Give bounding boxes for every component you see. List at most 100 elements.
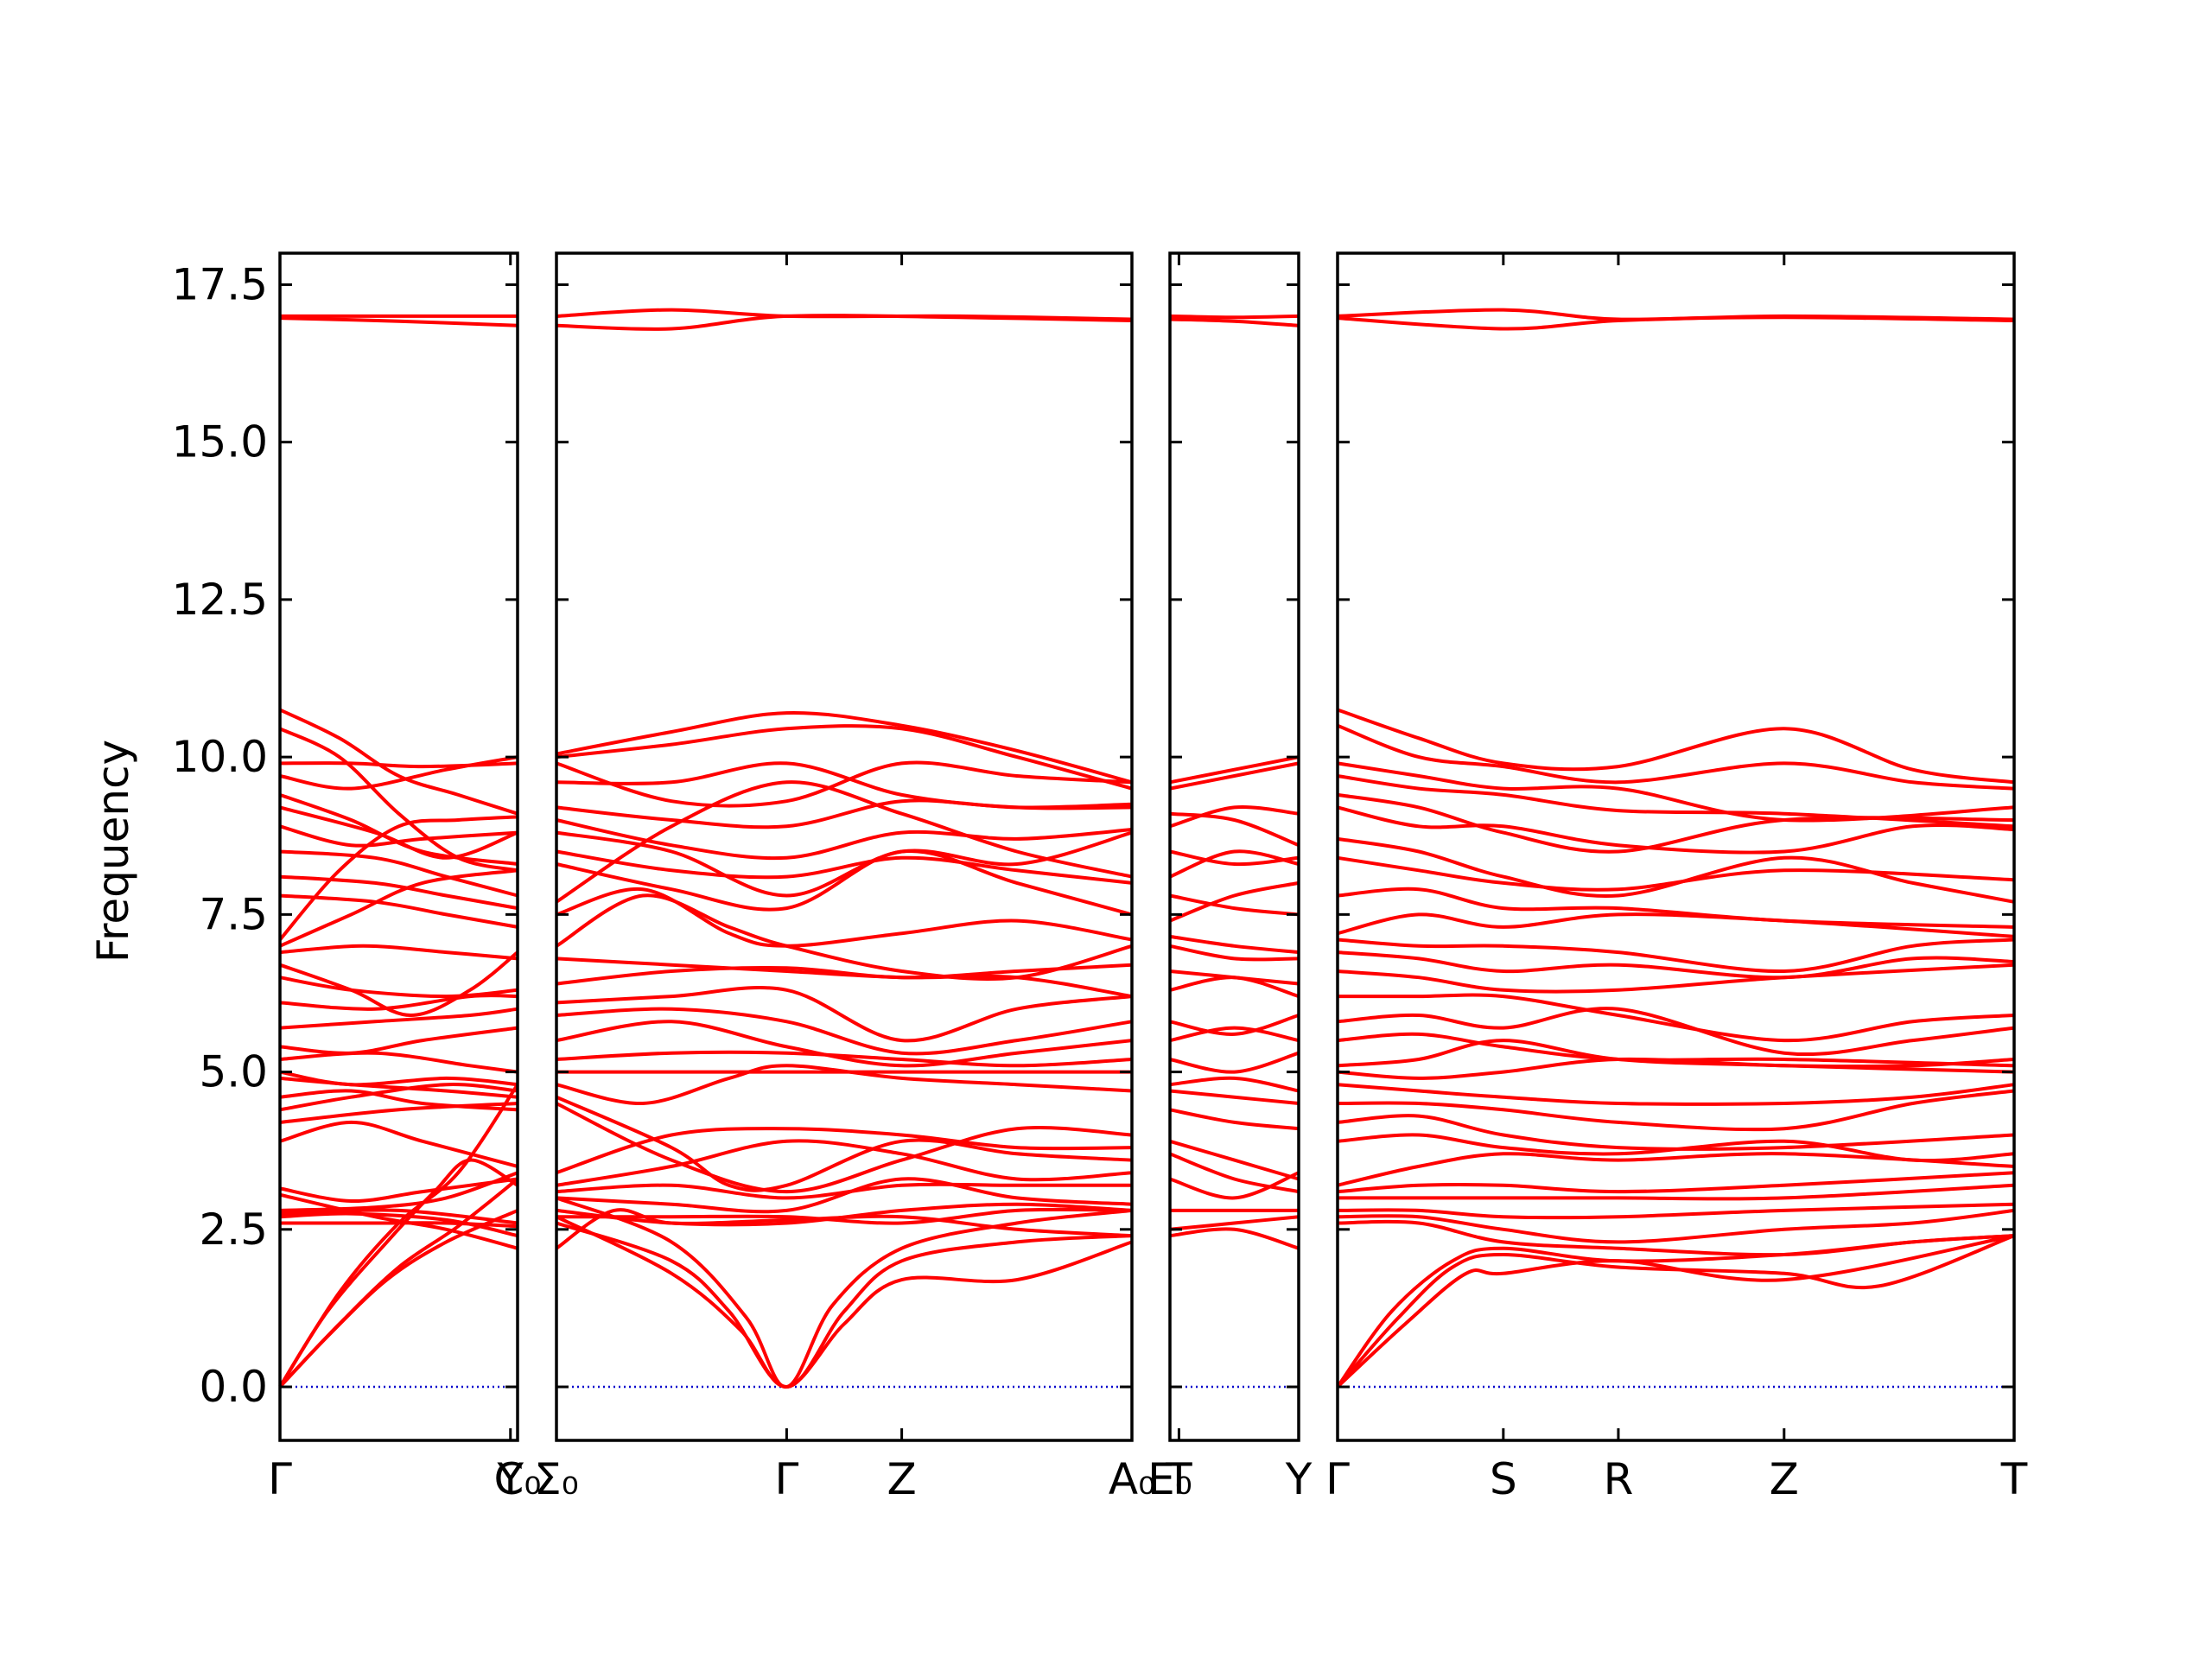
band-2-9: [556, 830, 1133, 898]
band-4-16: [1338, 993, 2015, 1043]
x-tick-label: Σ₀: [534, 1454, 579, 1504]
band-4-21: [1337, 1083, 2015, 1106]
band-1-27: [279, 1120, 518, 1168]
x-tick-label: Γ: [1325, 1454, 1350, 1504]
band-3-20: [1169, 1108, 1300, 1131]
band-1-17: [279, 976, 518, 999]
band-2-30: [556, 1207, 1133, 1225]
band-3-3: [1169, 755, 1300, 785]
panel-1: Γ YC₀: [268, 251, 541, 1504]
x-tick-label: T: [1165, 1454, 1192, 1504]
band-2-32: [556, 1221, 1133, 1389]
x-tick-label: Γ: [268, 1454, 292, 1504]
band-2-20: [556, 1050, 1133, 1068]
band-2-17: [556, 986, 1133, 1043]
band-1-2: [279, 316, 518, 327]
band-4-28: [1337, 1202, 2015, 1220]
y-tick-label: 15.0: [172, 417, 268, 467]
band-3-18: [1169, 1076, 1300, 1093]
band-3-17: [1169, 1051, 1300, 1074]
band-4-8: [1337, 805, 2015, 855]
band-1-25: [279, 1083, 518, 1112]
band-2-16: [556, 963, 1133, 986]
band-1-31: [279, 1208, 518, 1225]
band-4-4: [1337, 723, 2015, 791]
band-1-15: [279, 944, 518, 961]
panel-frame: [278, 251, 519, 1442]
band-4-32: [1336, 1234, 2015, 1389]
band-4-14: [1337, 950, 2015, 980]
band-1-21: [279, 1051, 518, 1074]
y-tick-label: 12.5: [172, 575, 268, 625]
x-tick-label: E₀: [1147, 1454, 1192, 1504]
band-4-26: [1337, 1171, 2015, 1194]
band-4-13: [1337, 938, 2015, 974]
y-tick-label: 5.0: [199, 1047, 268, 1097]
band-2-3: [556, 710, 1133, 785]
band-1-16: [279, 950, 519, 1017]
panel-3: E₀T Y: [1147, 251, 1313, 1504]
band-1-20: [279, 1026, 518, 1055]
band-1-22: [279, 1070, 518, 1087]
band-1-32: [279, 1211, 518, 1238]
band-3-2: [1169, 317, 1300, 327]
y-tick-label: 2.5: [199, 1205, 268, 1255]
y-tick-label: 17.5: [172, 259, 268, 309]
band-4-27: [1337, 1183, 2015, 1201]
band-2-31: [555, 1208, 1133, 1250]
x-tick-label: Z: [1770, 1454, 1799, 1504]
band-4-29: [1337, 1208, 2015, 1244]
x-tick-label: R: [1604, 1454, 1634, 1504]
x-tick-label: Y: [496, 1454, 524, 1504]
band-2-8: [556, 818, 1133, 861]
band-3-12: [1169, 944, 1300, 962]
band-4-2: [1337, 315, 2015, 331]
band-4-22: [1337, 1089, 2015, 1132]
band-3-8: [1169, 849, 1300, 879]
panel-frame: [555, 251, 1134, 1442]
band-4-11: [1337, 887, 2015, 929]
band-3-16: [1169, 1026, 1300, 1043]
x-tick-label: T: [2000, 1454, 2028, 1504]
band-1-18: [279, 994, 518, 1011]
band-4-33: [1336, 1234, 2015, 1389]
x-tick-label: S: [1490, 1454, 1517, 1504]
band-2-12: [555, 780, 1133, 904]
band-2-24: [556, 1102, 1133, 1194]
band-1-9: [279, 824, 518, 848]
band-2-14: [555, 893, 1133, 981]
band-2-11: [556, 849, 1133, 917]
band-2-10: [556, 849, 1133, 885]
band-1-28: [279, 1177, 518, 1204]
band-1-26: [279, 1102, 518, 1124]
band-2-34: [556, 1196, 1133, 1389]
band-1-10: [279, 849, 518, 898]
band-4-15: [1337, 963, 2015, 994]
band-1-23: [279, 1076, 518, 1099]
band-1-37: [278, 1084, 519, 1389]
band-3-25: [1169, 1215, 1300, 1231]
band-3-21: [1169, 1139, 1300, 1181]
band-3-6: [1169, 804, 1300, 829]
band-4-3: [1337, 708, 2015, 785]
band-1-30: [279, 1171, 518, 1212]
band-4-9: [1337, 836, 2015, 904]
panel-frame: [1336, 251, 2016, 1442]
band-1-6: [279, 755, 518, 791]
band-3-5: [1169, 811, 1300, 848]
band-2-25: [556, 1127, 1133, 1175]
x-tick-label: Γ: [774, 1454, 798, 1504]
band-3-10: [1169, 880, 1300, 923]
band-4-12: [1337, 912, 2015, 938]
band-1-8: [279, 805, 518, 860]
y-tick-label: 10.0: [172, 732, 268, 782]
band-3-22: [1169, 1152, 1300, 1194]
x-tick-label: Z: [887, 1454, 916, 1504]
band-3-19: [1169, 1089, 1300, 1105]
band-2-19: [556, 1020, 1133, 1068]
band-2-22: [556, 1064, 1133, 1106]
band-2-13: [556, 887, 1133, 948]
